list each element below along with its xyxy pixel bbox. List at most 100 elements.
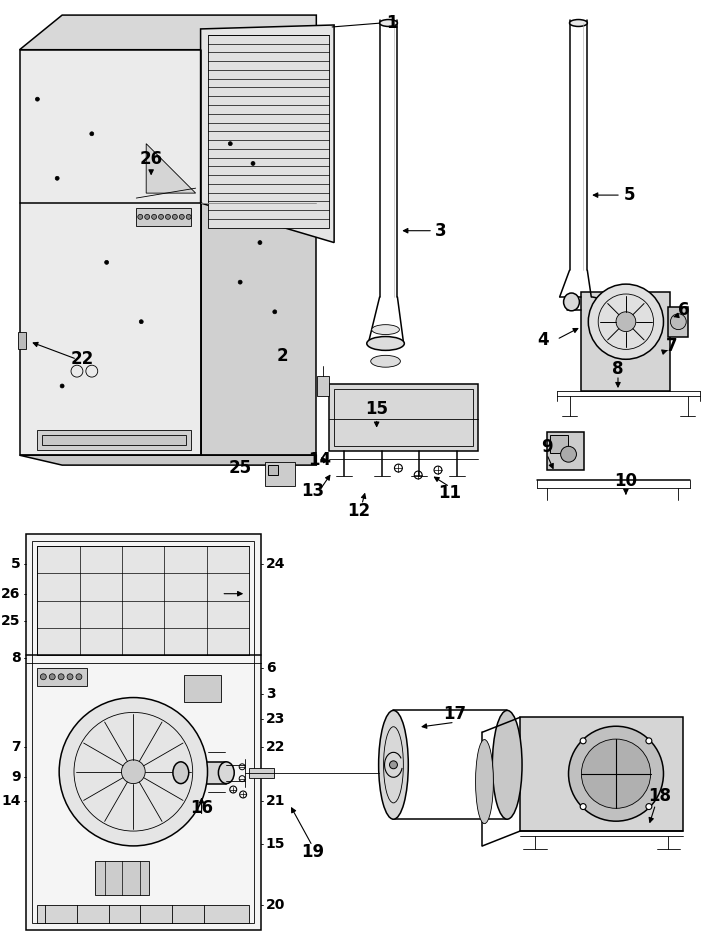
Polygon shape (37, 431, 191, 450)
Text: 5: 5 (11, 557, 21, 571)
Circle shape (49, 674, 55, 680)
Circle shape (122, 760, 145, 784)
Ellipse shape (218, 762, 234, 784)
Circle shape (59, 697, 208, 845)
Polygon shape (268, 465, 278, 475)
Text: 3: 3 (266, 687, 276, 701)
Polygon shape (201, 49, 316, 456)
Circle shape (67, 674, 73, 680)
Circle shape (173, 214, 177, 220)
Text: 24: 24 (266, 557, 286, 571)
Text: 15: 15 (365, 399, 388, 417)
Ellipse shape (563, 293, 580, 311)
Circle shape (588, 284, 663, 359)
Text: 7: 7 (11, 740, 21, 754)
Circle shape (228, 142, 232, 146)
Text: 7: 7 (665, 338, 677, 356)
Circle shape (58, 674, 64, 680)
Polygon shape (146, 144, 196, 193)
Text: 10: 10 (614, 472, 638, 490)
Text: 5: 5 (624, 186, 636, 204)
Polygon shape (37, 668, 87, 686)
Polygon shape (25, 534, 261, 930)
Text: 20: 20 (266, 899, 285, 912)
Circle shape (40, 674, 46, 680)
Circle shape (646, 738, 652, 744)
Text: 13: 13 (300, 482, 324, 500)
Polygon shape (95, 861, 149, 895)
Polygon shape (668, 307, 688, 337)
Ellipse shape (372, 324, 399, 335)
Text: 26: 26 (1, 587, 21, 601)
Polygon shape (184, 675, 221, 703)
Text: 4: 4 (537, 331, 549, 348)
Text: 14: 14 (1, 794, 21, 808)
Text: 15: 15 (266, 837, 286, 851)
Circle shape (60, 384, 64, 388)
Text: 16: 16 (190, 800, 213, 817)
Circle shape (646, 804, 652, 809)
Polygon shape (181, 762, 226, 784)
Polygon shape (581, 292, 670, 391)
Polygon shape (201, 25, 334, 243)
Polygon shape (208, 35, 329, 227)
Circle shape (581, 739, 650, 808)
Text: 3: 3 (435, 222, 447, 240)
Circle shape (180, 214, 185, 220)
Text: 26: 26 (139, 149, 163, 167)
Text: 9: 9 (541, 438, 553, 456)
Text: 21: 21 (266, 794, 286, 808)
Polygon shape (329, 384, 477, 452)
Circle shape (76, 674, 82, 680)
Polygon shape (18, 332, 25, 349)
Ellipse shape (476, 740, 493, 824)
Polygon shape (37, 546, 249, 655)
Text: 6: 6 (266, 661, 276, 675)
Circle shape (139, 320, 144, 323)
Circle shape (145, 214, 150, 220)
Polygon shape (136, 208, 191, 225)
Polygon shape (317, 376, 329, 396)
Circle shape (258, 241, 262, 244)
Text: 12: 12 (347, 501, 370, 519)
Circle shape (238, 281, 242, 284)
Text: 17: 17 (443, 706, 467, 724)
Text: 2: 2 (277, 347, 288, 365)
Circle shape (151, 214, 156, 220)
Circle shape (580, 804, 586, 809)
Polygon shape (20, 49, 201, 456)
Text: 18: 18 (648, 787, 671, 805)
Circle shape (561, 446, 576, 462)
Text: 14: 14 (308, 451, 331, 469)
Text: 9: 9 (11, 769, 21, 784)
Circle shape (158, 214, 163, 220)
Circle shape (138, 214, 143, 220)
Circle shape (251, 162, 255, 165)
Polygon shape (249, 767, 274, 778)
Polygon shape (520, 717, 683, 831)
Circle shape (55, 176, 59, 181)
Text: 22: 22 (266, 740, 286, 754)
Text: 25: 25 (1, 614, 21, 629)
Circle shape (186, 214, 191, 220)
Text: 1: 1 (386, 14, 397, 32)
Circle shape (165, 214, 170, 220)
Circle shape (616, 312, 636, 332)
Circle shape (90, 132, 94, 136)
Ellipse shape (570, 20, 588, 27)
Circle shape (35, 97, 40, 101)
Polygon shape (550, 436, 568, 454)
Ellipse shape (370, 356, 400, 367)
Polygon shape (37, 905, 249, 923)
Ellipse shape (379, 710, 409, 819)
Circle shape (568, 727, 663, 821)
Polygon shape (20, 15, 316, 49)
Text: 25: 25 (229, 459, 252, 477)
Circle shape (105, 261, 109, 264)
Polygon shape (42, 436, 186, 445)
Ellipse shape (380, 20, 397, 27)
Ellipse shape (367, 337, 404, 350)
Circle shape (670, 314, 686, 330)
Text: 6: 6 (678, 301, 690, 319)
Polygon shape (265, 462, 295, 486)
